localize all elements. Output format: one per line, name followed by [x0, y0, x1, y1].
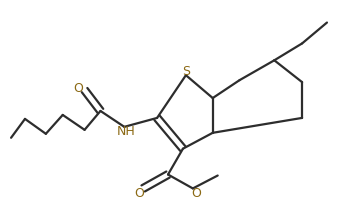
Text: NH: NH [117, 125, 136, 138]
Text: S: S [182, 65, 190, 78]
Text: O: O [74, 82, 84, 95]
Text: O: O [134, 187, 144, 200]
Text: O: O [191, 187, 201, 200]
